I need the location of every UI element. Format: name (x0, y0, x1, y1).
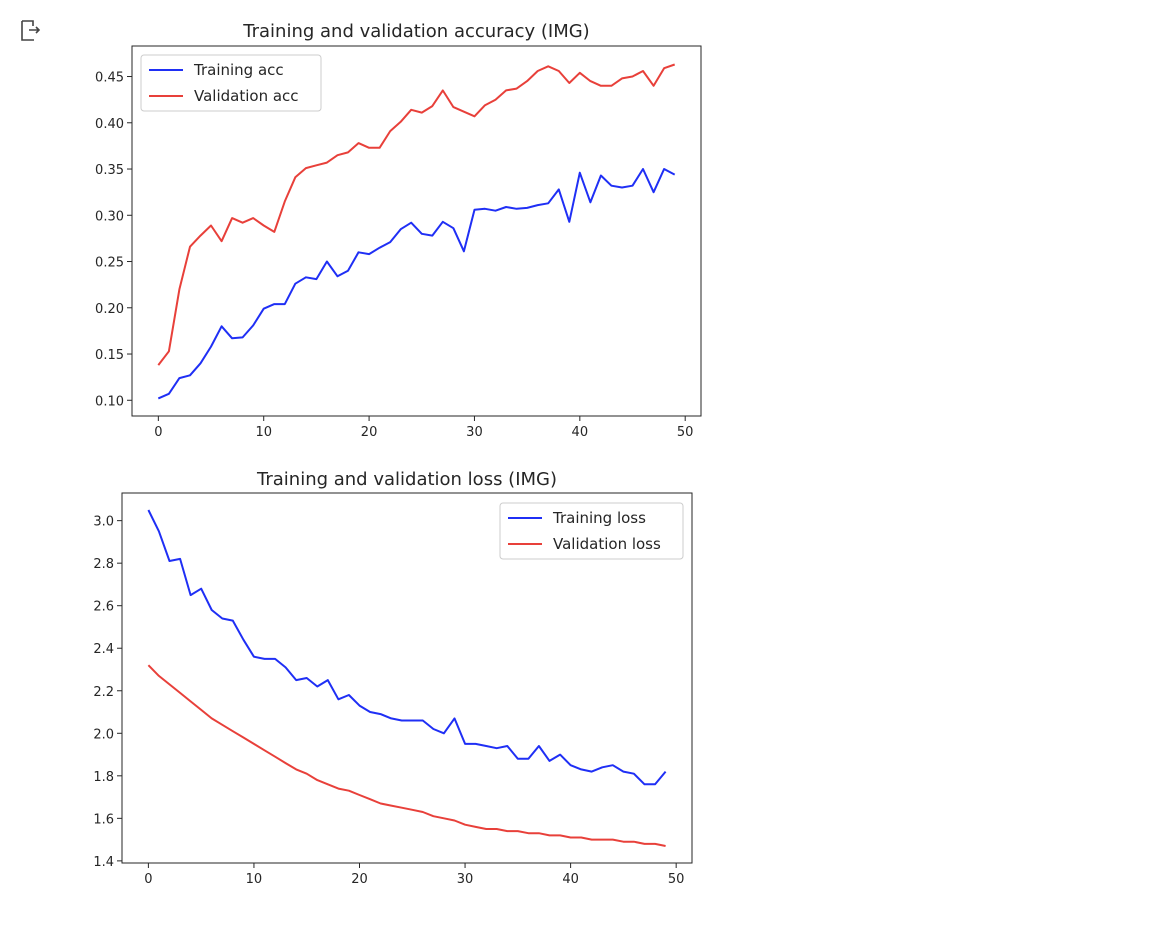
y-tick-label: 0.40 (95, 117, 124, 132)
x-tick-label: 50 (677, 425, 694, 440)
y-tick-label: 2.8 (93, 557, 114, 572)
chart-title: Training and validation loss (IMG) (256, 469, 557, 490)
plot-frame (131, 45, 702, 417)
y-tick-label: 1.8 (93, 770, 114, 785)
chart-loss: Training and validation loss (IMG) 0 10 20 3… (93, 469, 693, 887)
y-tick-label: 0.10 (95, 394, 124, 409)
x-tick-label: 0 (154, 425, 162, 440)
series-line-training-loss (147, 509, 667, 786)
x-tick-label: 0 (144, 872, 152, 887)
chart-title: Training and validation accuracy (IMG) (242, 21, 589, 42)
y-tick-label: 0.20 (95, 302, 124, 317)
output-arrow-icon (21, 20, 41, 41)
y-tick-label: 1.6 (93, 812, 114, 827)
x-tick-label: 20 (361, 425, 378, 440)
legend-label: Training acc (193, 61, 284, 79)
y-tick-label: 0.35 (95, 163, 124, 178)
x-tick-label: 30 (457, 872, 474, 887)
chart-accuracy: Training and validation accuracy (IMG) 0 1… (95, 21, 702, 440)
series-line-training-acc (157, 168, 676, 400)
y-tick-label: 2.2 (93, 685, 114, 700)
y-tick-label: 1.4 (93, 855, 114, 870)
y-tick-label: 2.4 (93, 642, 114, 657)
y-tick-label: 0.30 (95, 209, 124, 224)
plot-frame (121, 492, 693, 864)
legend-label: Training loss (552, 509, 646, 527)
y-tick-label: 0.25 (95, 256, 124, 271)
x-tick-label: 50 (668, 872, 685, 887)
x-tick-label: 10 (255, 425, 272, 440)
x-tick-label: 40 (562, 872, 579, 887)
x-tick-label: 30 (466, 425, 483, 440)
x-tick-label: 40 (572, 425, 589, 440)
legend: Training loss Validation loss (499, 502, 684, 560)
y-tick-label: 3.0 (93, 515, 114, 530)
y-tick-label: 2.6 (93, 600, 114, 615)
x-tick-label: 20 (351, 872, 368, 887)
legend-label: Validation acc (194, 87, 299, 105)
legend: Training acc Validation acc (140, 54, 322, 112)
series-line-validation-loss (147, 664, 666, 847)
legend-box (499, 502, 684, 560)
legend-label: Validation loss (553, 535, 661, 553)
y-tick-label: 0.45 (95, 71, 124, 86)
x-tick-label: 10 (246, 872, 263, 887)
y-tick-label: 0.15 (95, 348, 124, 363)
series-line-validation-acc (157, 63, 676, 366)
legend-box (140, 54, 322, 112)
y-tick-label: 2.0 (93, 727, 114, 742)
